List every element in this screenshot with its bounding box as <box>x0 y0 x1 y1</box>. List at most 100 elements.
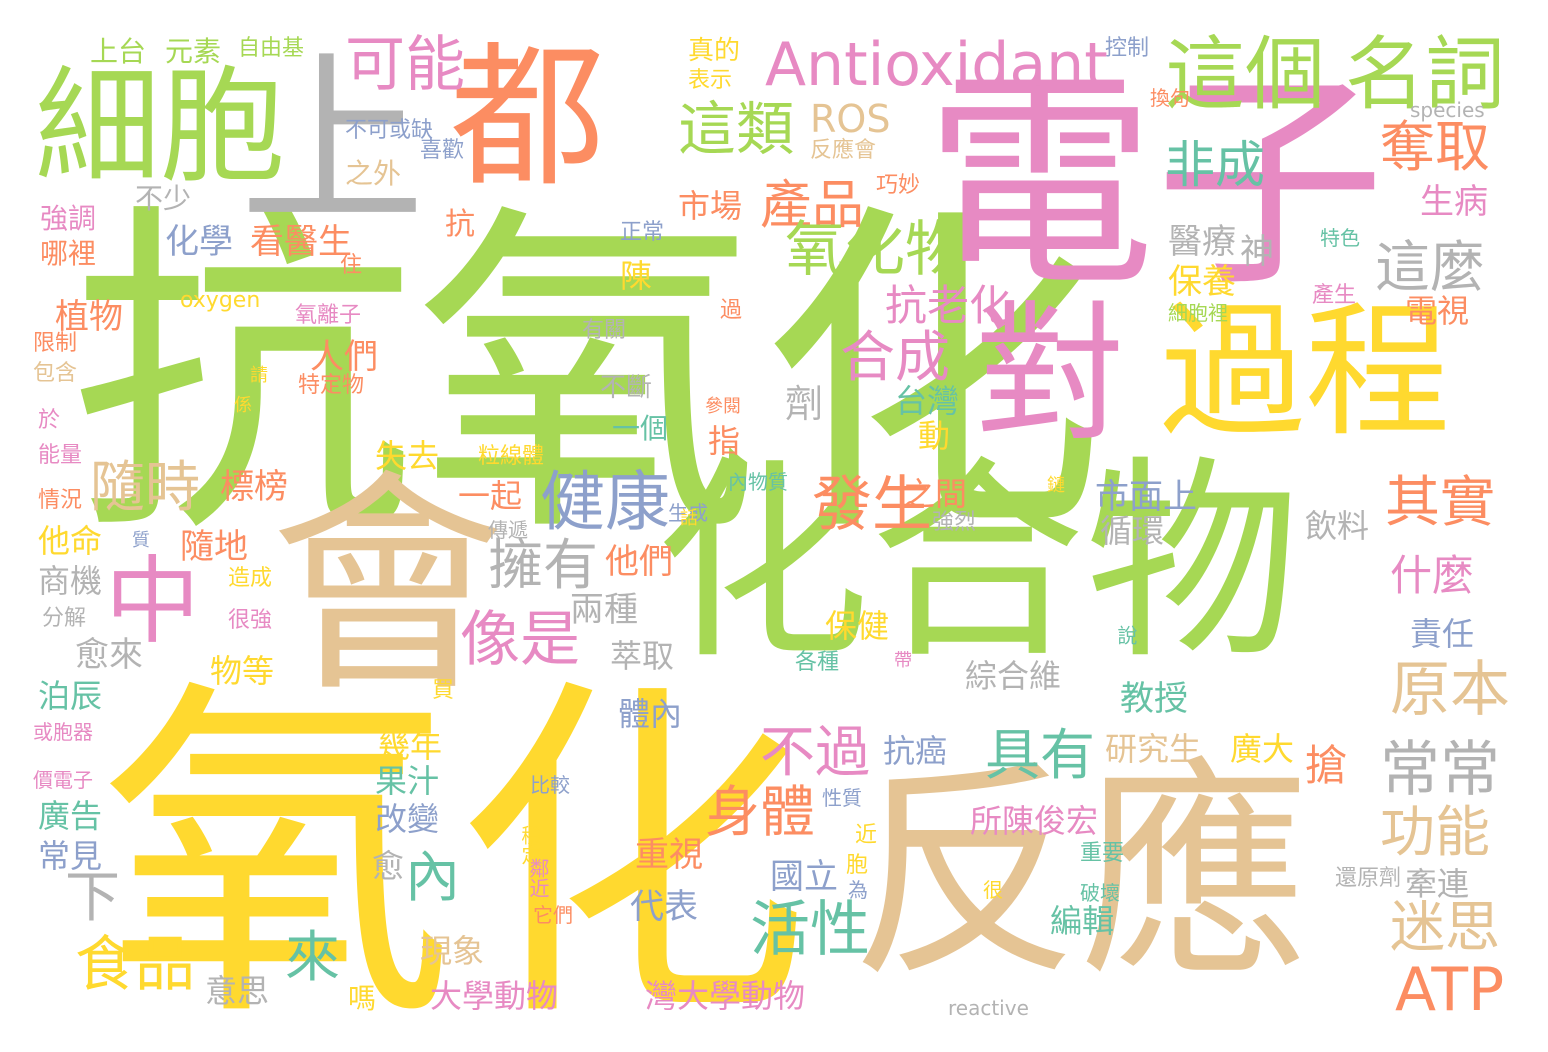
cloud-word: 反應 <box>850 741 1311 1008</box>
cloud-word: 可能 <box>345 30 465 100</box>
cloud-word: 特定物 <box>298 373 365 398</box>
cloud-word: 很 <box>983 878 1003 902</box>
cloud-word: 說 <box>1114 625 1138 645</box>
cloud-word: 隨時 <box>90 455 201 519</box>
cloud-word: ROS <box>810 97 891 141</box>
cloud-word: 商機 <box>38 562 103 600</box>
cloud-word: 正常 <box>620 220 665 245</box>
cloud-word: 陳 <box>620 257 653 295</box>
cloud-word: 有關 <box>582 318 627 343</box>
cloud-word: 循環 <box>1100 512 1165 550</box>
cloud-word: 責任 <box>1410 615 1475 653</box>
cloud-word: 指 <box>708 422 741 460</box>
cloud-word: 一個 <box>612 412 669 445</box>
cloud-word: 所陳俊宏 <box>970 802 1099 840</box>
cloud-word: 改變 <box>375 800 440 838</box>
cloud-word: 內 <box>405 845 461 909</box>
cloud-word: 擁有 <box>488 533 599 597</box>
cloud-word: 嗎 <box>348 982 377 1015</box>
cloud-word: 抗老化 <box>885 281 1012 330</box>
cloud-word: 大學動物 <box>430 977 559 1015</box>
cloud-word: 話 <box>677 508 698 526</box>
cloud-word: 造成 <box>228 566 273 591</box>
cloud-word: 隨地 <box>180 527 248 567</box>
cloud-word: 電視 <box>1405 292 1470 330</box>
cloud-word: 特色 <box>1320 226 1360 250</box>
cloud-word: 這個 <box>1165 28 1325 121</box>
cloud-word: 什麼 <box>1390 551 1475 600</box>
cloud-word: 化學 <box>165 222 233 262</box>
cloud-word: 破壞 <box>1080 881 1120 905</box>
cloud-word: 細胞裡 <box>1168 301 1228 325</box>
cloud-word: 哪裡 <box>40 237 97 270</box>
cloud-word: ATP <box>1395 955 1505 1025</box>
cloud-word: 會 <box>270 451 505 724</box>
cloud-word: 粒線體 <box>478 444 545 469</box>
cloud-word: 奪取 <box>1380 115 1491 179</box>
cloud-word: 標榜 <box>220 467 288 507</box>
cloud-word: 過 <box>720 298 743 323</box>
cloud-word: 或胞器 <box>33 720 93 744</box>
cloud-word: 果汁 <box>375 762 440 800</box>
cloud-word: 身體 <box>705 780 816 844</box>
cloud-word: 住 <box>340 253 363 278</box>
cloud-word: 生病 <box>1420 182 1488 222</box>
cloud-word: 係 <box>231 395 252 413</box>
cloud-word: 之間 <box>903 475 968 513</box>
cloud-word: 植物 <box>55 297 123 337</box>
cloud-word: 細胞 <box>35 55 285 200</box>
cloud-word: 各種 <box>795 650 840 675</box>
cloud-word: 質 <box>129 530 150 548</box>
cloud-word: 於 <box>38 408 61 433</box>
cloud-word: 換句 <box>1150 86 1190 110</box>
cloud-word: 神 <box>1240 232 1274 272</box>
cloud-word: 研究生 <box>1105 730 1202 768</box>
cloud-word: Antioxidant <box>765 30 1108 100</box>
cloud-word: 常見 <box>38 837 103 875</box>
cloud-word: 性質 <box>822 786 862 810</box>
cloud-word: 非成 <box>1165 136 1265 194</box>
cloud-word: 傳遞 <box>488 518 528 542</box>
cloud-word: 價電子 <box>33 768 93 792</box>
cloud-word: 原本 <box>1390 655 1510 725</box>
cloud-word: 喜歡 <box>420 138 465 163</box>
cloud-word: 包含 <box>33 361 78 386</box>
cloud-word: 產品 <box>760 176 865 236</box>
cloud-word: 健康 <box>540 465 671 540</box>
cloud-word: 反應會 <box>810 138 877 163</box>
cloud-word: 巧妙 <box>876 173 921 198</box>
cloud-word: 廣告 <box>38 797 103 835</box>
cloud-word: 抗氧化 <box>70 177 1105 578</box>
cloud-word: 具有 <box>985 723 1096 787</box>
cloud-word: 動 <box>918 417 951 455</box>
cloud-word: 上台 <box>90 35 147 68</box>
cloud-word: 失去 <box>375 437 440 475</box>
cloud-word: 過程 <box>1160 288 1450 457</box>
cloud-word: 能量 <box>38 443 83 468</box>
cloud-word: 常常 <box>1380 735 1500 805</box>
cloud-word: 氧化 <box>100 650 810 1052</box>
cloud-word: 近 <box>855 823 878 848</box>
cloud-word: 醫療 <box>1168 222 1236 262</box>
cloud-word: 愈來 <box>75 635 143 675</box>
cloud-word: 功能 <box>1380 800 1491 864</box>
cloud-word: 鏈 <box>1044 475 1065 493</box>
cloud-word: 胞 <box>846 853 869 878</box>
cloud-word: 綜合維 <box>965 657 1062 695</box>
cloud-word: 泊辰 <box>38 677 103 715</box>
cloud-word: 兩種 <box>570 590 638 630</box>
cloud-word: 國立 <box>770 857 838 897</box>
cloud-word: 上 <box>240 34 425 250</box>
cloud-word: 不斷 <box>600 373 653 403</box>
cloud-word: 下 <box>65 865 121 929</box>
cloud-word: 不過 <box>760 720 871 784</box>
cloud-word: 像是 <box>460 605 580 675</box>
cloud-word: 看醫生 <box>250 222 352 262</box>
cloud-word: 保養 <box>1168 262 1236 302</box>
cloud-word: 表示 <box>688 68 733 93</box>
cloud-word: 他們 <box>605 542 673 582</box>
cloud-word: 廣大 <box>1230 730 1295 768</box>
cloud-word: 化合物 <box>655 437 1300 688</box>
cloud-word: 編輯 <box>1050 902 1115 940</box>
